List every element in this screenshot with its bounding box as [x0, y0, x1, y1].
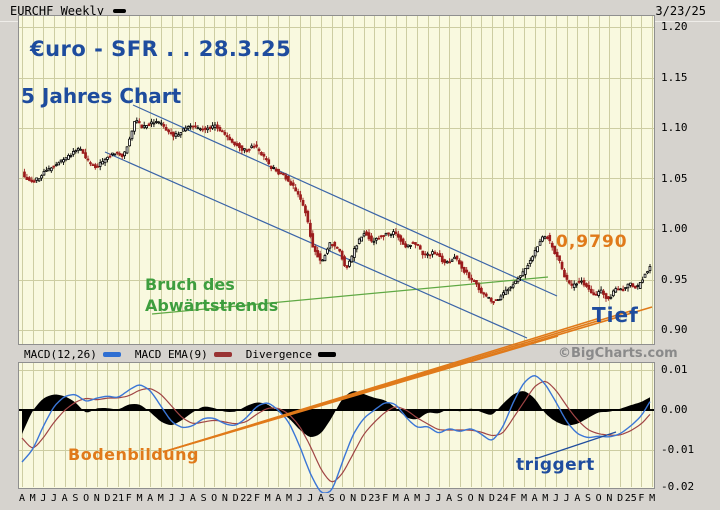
time-axis-tick: M: [264, 493, 271, 504]
time-axis-tick: A: [275, 493, 282, 504]
time-axis-tick: A: [403, 493, 410, 504]
time-axis-tick: A: [147, 493, 154, 504]
price-axis-tick: 1.10: [661, 121, 688, 134]
time-axis-tick: F: [253, 493, 261, 504]
price-axis-tick: 1.20: [661, 20, 688, 33]
time-axis-tick: N: [478, 493, 485, 504]
time-axis-tick: M: [392, 493, 399, 504]
legend-swatch-icon: [102, 351, 121, 357]
time-axis-tick: A: [574, 493, 581, 504]
bottoming-annotation: Bodenbildung: [68, 445, 199, 464]
time-axis-tick: J: [563, 493, 570, 504]
macd-axis-tick: 0.00: [661, 403, 688, 416]
time-axis-tick: J: [307, 493, 314, 504]
time-axis-tick: D: [617, 493, 624, 504]
time-axis-tick: A: [446, 493, 453, 504]
downtrend-break-annotation: Bruch des Abwärtstrends: [145, 274, 278, 316]
legend-label: MACD(12,26): [24, 347, 97, 361]
time-axis-tick: O: [595, 493, 602, 504]
downtrend-break-line1: Bruch des: [145, 275, 235, 294]
time-axis-tick: A: [531, 493, 538, 504]
price-axis-tick: 0.90: [661, 323, 688, 336]
time-axis-tick: N: [93, 493, 100, 504]
chart-date: 3/23/25: [655, 3, 706, 18]
time-axis-tick: M: [136, 493, 143, 504]
time-axis-tick: O: [339, 493, 346, 504]
time-axis-tick: F: [638, 493, 645, 504]
time-axis-tick: S: [328, 493, 335, 504]
time-axis-tick: S: [456, 493, 463, 504]
time-axis-tick: M: [285, 493, 293, 504]
time-axis-tick: F: [382, 493, 389, 504]
time-axis-tick: J: [40, 493, 47, 504]
legend-swatch-icon: [317, 351, 336, 357]
price-axis-tick: 1.00: [661, 222, 688, 235]
legend-label: MACD EMA(9): [134, 347, 208, 361]
time-axis-tick: D: [232, 493, 239, 504]
time-axis-tick: J: [435, 493, 442, 504]
time-axis-strip: [0, 489, 720, 510]
time-axis-tick: J: [424, 493, 431, 504]
trigger-annotation: triggert: [516, 455, 595, 475]
time-axis-tick: N: [606, 493, 613, 504]
time-axis-tick: J: [50, 493, 58, 504]
time-axis-tick: M: [649, 493, 656, 504]
chart-subheading: 5 Jahres Chart: [21, 84, 182, 108]
price-level-annotation: 0,9790: [556, 232, 628, 252]
price-axis-tick: 0.95: [661, 272, 688, 286]
time-axis-tick: J: [179, 493, 186, 504]
time-axis-tick: O: [83, 493, 90, 504]
time-axis-tick: A: [317, 493, 325, 504]
time-axis-tick: 21: [112, 493, 125, 504]
time-axis-tick: M: [414, 493, 421, 504]
time-axis-tick: A: [61, 493, 68, 504]
price-panel: [18, 15, 655, 345]
time-axis-tick: S: [200, 493, 207, 504]
time-axis-tick: O: [467, 493, 474, 504]
time-axis-tick: M: [29, 493, 36, 504]
time-axis-tick: M: [542, 493, 549, 504]
time-axis-tick: D: [104, 493, 111, 504]
bigcharts-watermark: ©BigCharts.com: [558, 346, 678, 361]
time-axis-tick: F: [125, 493, 132, 504]
time-axis-tick: O: [211, 493, 218, 504]
time-axis-tick: 25: [624, 493, 637, 504]
macd-axis-tick: 0.01: [661, 363, 688, 376]
time-axis-tick: M: [520, 493, 528, 504]
time-axis-tick: S: [584, 493, 592, 504]
price-axis-tick: 1.05: [661, 171, 688, 185]
time-axis-tick: M: [157, 493, 164, 504]
time-axis-tick: J: [552, 493, 560, 504]
price-axis-tick: 1.15: [661, 70, 688, 84]
time-axis-tick: N: [350, 493, 357, 504]
time-axis-tick: S: [72, 493, 79, 504]
time-axis-tick: D: [360, 493, 367, 504]
time-axis-tick: D: [488, 493, 495, 504]
low-annotation: Tief: [592, 303, 639, 327]
time-axis-tick: F: [510, 493, 517, 504]
macd-axis-tick: -0.02: [661, 480, 695, 493]
time-axis-tick: J: [296, 493, 303, 504]
chart-heading: €uro - SFR . . 28.3.25: [30, 37, 292, 61]
time-axis-tick: 23: [368, 493, 381, 504]
time-axis-tick: 22: [240, 493, 253, 504]
time-axis-tick: A: [18, 493, 26, 504]
symbol-interval-label: EURCHF Weekly: [10, 3, 104, 18]
legend-label: Divergence: [245, 347, 312, 361]
time-axis-tick: N: [221, 493, 228, 504]
time-axis-tick: 24: [496, 493, 509, 504]
macd-axis-tick: -0.01: [661, 443, 695, 456]
legend-swatch-icon: [213, 351, 232, 357]
time-axis-tick: A: [189, 493, 196, 504]
price-series-swatch-icon: [112, 8, 126, 13]
downtrend-break-line2: Abwärtstrends: [145, 296, 279, 315]
time-axis-tick: J: [168, 493, 175, 504]
